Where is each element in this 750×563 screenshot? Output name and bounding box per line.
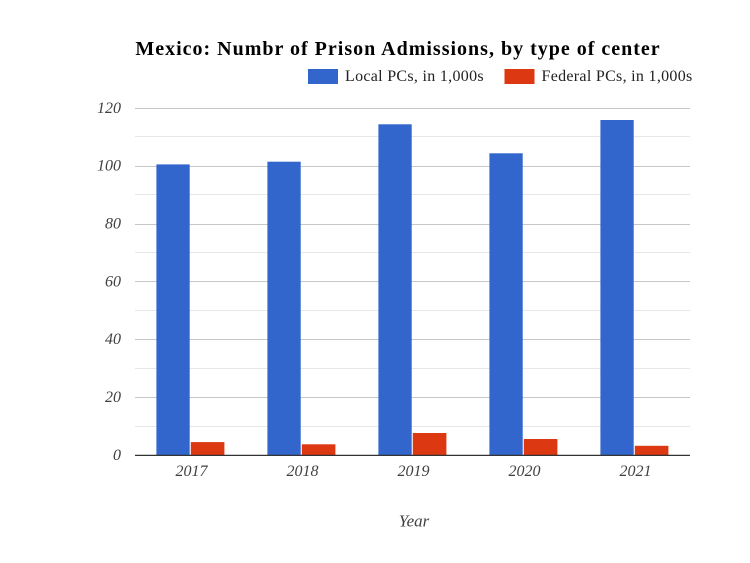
svg-text:60: 60 [105, 273, 121, 290]
svg-text:2021: 2021 [620, 463, 652, 480]
svg-text:2020: 2020 [509, 463, 541, 480]
svg-text:120: 120 [97, 100, 121, 117]
svg-text:100: 100 [97, 158, 121, 175]
svg-text:20: 20 [105, 389, 121, 406]
svg-text:2019: 2019 [398, 463, 430, 480]
svg-text:2017: 2017 [176, 463, 209, 480]
svg-text:2018: 2018 [287, 463, 319, 480]
svg-text:Year: Year [399, 512, 430, 531]
svg-text:40: 40 [105, 331, 121, 348]
svg-text:Mexico: Numbr of Prison Admiss: Mexico: Numbr of Prison Admissions, by t… [135, 38, 660, 60]
svg-text:80: 80 [105, 216, 121, 233]
svg-text:Federal PCs, in 1,000s: Federal PCs, in 1,000s [542, 68, 693, 85]
svg-text:0: 0 [113, 447, 121, 464]
svg-text:Local PCs, in 1,000s: Local PCs, in 1,000s [345, 68, 484, 85]
